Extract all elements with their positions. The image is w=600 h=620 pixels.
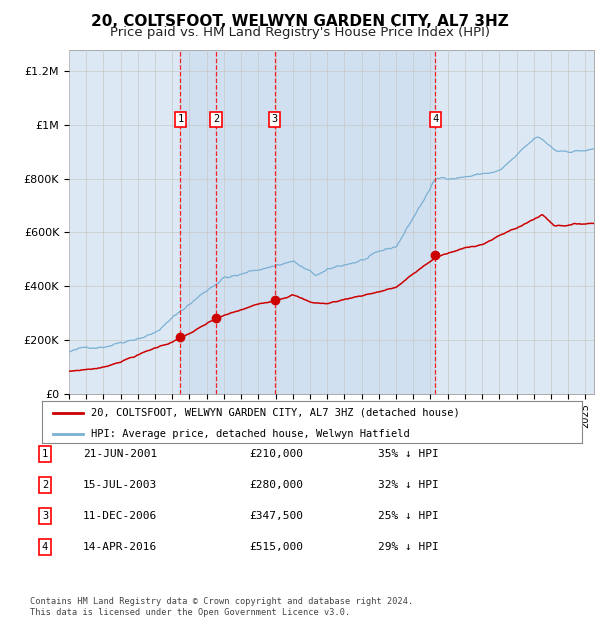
Text: 1: 1 <box>177 115 184 125</box>
Text: 32% ↓ HPI: 32% ↓ HPI <box>377 480 439 490</box>
Text: 3: 3 <box>42 511 48 521</box>
Text: £210,000: £210,000 <box>249 449 303 459</box>
Text: 11-DEC-2006: 11-DEC-2006 <box>83 511 157 521</box>
Text: 14-APR-2016: 14-APR-2016 <box>83 542 157 552</box>
Text: 29% ↓ HPI: 29% ↓ HPI <box>377 542 439 552</box>
Text: Contains HM Land Registry data © Crown copyright and database right 2024.
This d: Contains HM Land Registry data © Crown c… <box>30 598 413 617</box>
Bar <box>181 50 435 394</box>
Text: 35% ↓ HPI: 35% ↓ HPI <box>377 449 439 459</box>
Text: 4: 4 <box>42 542 48 552</box>
Text: £347,500: £347,500 <box>249 511 303 521</box>
Text: 25% ↓ HPI: 25% ↓ HPI <box>377 511 439 521</box>
Text: Price paid vs. HM Land Registry's House Price Index (HPI): Price paid vs. HM Land Registry's House … <box>110 26 490 39</box>
Text: £515,000: £515,000 <box>249 542 303 552</box>
Text: 2: 2 <box>213 115 219 125</box>
Text: 4: 4 <box>432 115 439 125</box>
Text: 3: 3 <box>271 115 278 125</box>
Text: 2: 2 <box>42 480 48 490</box>
Text: 1: 1 <box>42 449 48 459</box>
Text: HPI: Average price, detached house, Welwyn Hatfield: HPI: Average price, detached house, Welw… <box>91 429 409 439</box>
Text: 21-JUN-2001: 21-JUN-2001 <box>83 449 157 459</box>
Text: £280,000: £280,000 <box>249 480 303 490</box>
Text: 20, COLTSFOOT, WELWYN GARDEN CITY, AL7 3HZ: 20, COLTSFOOT, WELWYN GARDEN CITY, AL7 3… <box>91 14 509 29</box>
Text: 20, COLTSFOOT, WELWYN GARDEN CITY, AL7 3HZ (detached house): 20, COLTSFOOT, WELWYN GARDEN CITY, AL7 3… <box>91 408 460 418</box>
Text: 15-JUL-2003: 15-JUL-2003 <box>83 480 157 490</box>
